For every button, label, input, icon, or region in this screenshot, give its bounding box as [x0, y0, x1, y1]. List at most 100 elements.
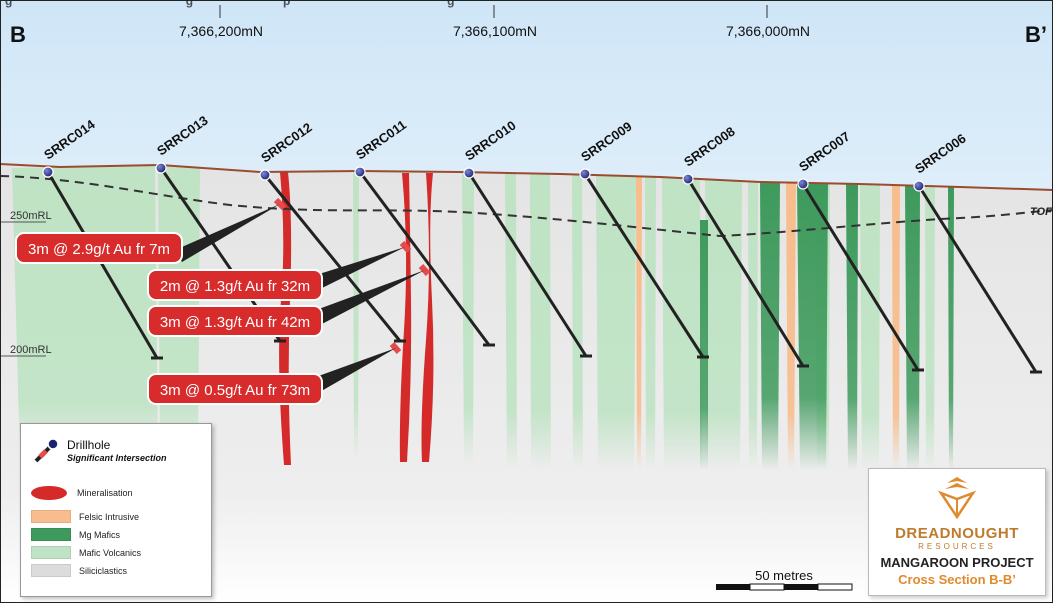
- legend-label: Siliciclastics: [79, 565, 128, 576]
- rl-label: 250mRL: [10, 210, 52, 222]
- tofi-label: TOFI: [1030, 206, 1053, 218]
- northing-label: 7,366,000mN: [726, 23, 810, 39]
- project-name: MANGAROON PROJECT: [880, 555, 1034, 570]
- legend: Drillhole Significant Intersection Miner…: [20, 423, 212, 597]
- drillhole-collar: [579, 168, 591, 180]
- intersection-callout-box: [147, 305, 323, 337]
- northing-ticks: [219, 5, 768, 18]
- felsic-intrusive-unit: [636, 177, 642, 470]
- mineralisation-zone: [399, 173, 412, 462]
- felsic-intrusive-unit: [786, 182, 796, 470]
- mafic-volcanics-swatch: [31, 546, 71, 559]
- legend-row-siliciclastics: Siliciclastics: [31, 564, 127, 577]
- scale-bar-label: 50 metres: [755, 568, 813, 583]
- legend-row-mafic-volcanics: Mafic Volcanics: [31, 546, 141, 559]
- legend-label: Mg Mafics: [79, 529, 121, 540]
- mg-mafics-unit: [846, 184, 858, 470]
- scale-bar-segment: [784, 584, 818, 590]
- intersection-mark: [389, 342, 402, 354]
- callout-leader: [175, 204, 280, 262]
- mafic-volcanics-unit: [572, 175, 583, 470]
- drillhole-collar: [259, 169, 271, 181]
- drillhole-trace: [263, 174, 402, 342]
- drillhole-collars: [42, 162, 925, 192]
- drillhole-trace: [583, 173, 705, 358]
- section-start-label: B: [10, 22, 26, 47]
- section-name: Cross Section B-B’: [898, 572, 1016, 587]
- mafic-volcanics-unit: [748, 181, 758, 470]
- intersection-callout-text: 3m @ 0.5g/t Au fr 73m: [160, 382, 310, 399]
- callout-leaders: [175, 204, 425, 393]
- rl-label: 200mRL: [10, 344, 52, 356]
- drillhole-collar: [463, 167, 475, 179]
- scale-bar-segment: [749, 583, 785, 591]
- legend-label: Felsic Intrusive: [79, 511, 140, 522]
- mg-mafics-unit: [760, 181, 780, 470]
- top-caption-fragment: g g p g: [5, 0, 454, 8]
- legend-row-felsic: Felsic Intrusive: [31, 510, 139, 523]
- mafic-volcanics-unit: [705, 179, 742, 470]
- intersection-mark: [418, 264, 431, 276]
- legend-label: Mineralisation: [77, 488, 133, 498]
- mineralisation-swatch: [31, 486, 67, 500]
- drillhole-trace: [358, 171, 491, 346]
- mafic-volcanics-unit: [505, 174, 517, 470]
- felsic-intrusive-unit: [892, 185, 900, 470]
- drillhole-collar: [913, 180, 925, 192]
- callout-leader: [313, 348, 396, 393]
- scale-bar: 50 metres: [716, 568, 853, 591]
- northing-label: 7,366,100mN: [453, 23, 537, 39]
- company-subname: RESOURCES: [918, 542, 996, 551]
- legend-drillhole-subtitle: Significant Intersection: [67, 453, 167, 463]
- legend-drillhole-title: Drillhole: [67, 438, 111, 452]
- legend-row-mg-mafics: Mg Mafics: [31, 528, 120, 541]
- intersection-callout-text: 3m @ 1.3g/t Au fr 42m: [160, 314, 310, 331]
- mafic-volcanics-unit: [353, 172, 359, 460]
- drillhole-trace: [46, 171, 159, 359]
- mg-mafics-unit: [905, 186, 920, 470]
- dreadnought-logo-icon: [937, 477, 977, 519]
- drillhole-trace: [801, 183, 920, 371]
- intersection-callouts: 3m @ 2.9g/t Au fr 7m 2m @ 1.3g/t Au fr 3…: [15, 232, 323, 405]
- drillhole-trace: [467, 172, 588, 357]
- mafic-volcanics-unit: [925, 186, 935, 470]
- siliciclastics-swatch: [31, 564, 71, 577]
- drillhole-legend-icon: [34, 438, 59, 463]
- intersection-callout-box: [147, 269, 323, 301]
- northing-label: 7,366,200mN: [179, 23, 263, 39]
- section-end-label: B’: [1025, 22, 1047, 47]
- scale-bar-segment: [716, 584, 750, 590]
- topographic-surface: [0, 163, 1053, 191]
- mafic-volcanics-unit: [645, 177, 656, 470]
- scale-bar-segment: [817, 583, 853, 591]
- title-block: DREADNOUGHT RESOURCES MANGAROON PROJECT …: [868, 468, 1046, 596]
- mg-mafics-unit: [797, 182, 828, 470]
- drillhole-collar: [797, 178, 809, 190]
- mg-mafics-unit: [700, 220, 708, 470]
- drillhole-trace: [686, 178, 805, 367]
- mafic-volcanics-unit: [530, 174, 551, 470]
- callout-leader: [316, 270, 425, 325]
- legend-row-mineralisation: Mineralisation: [31, 486, 133, 500]
- mafic-volcanics-unit: [596, 176, 636, 470]
- drillhole-collar: [682, 173, 694, 185]
- callout-leader: [316, 247, 405, 290]
- company-name: DREADNOUGHT: [895, 525, 1019, 542]
- mineralisation-zone: [421, 173, 434, 462]
- mg-mafics-unit: [948, 187, 954, 470]
- drillhole-collar: [354, 166, 366, 178]
- weathering-boundary-line: [0, 175, 1053, 238]
- drillhole-collar: [155, 162, 167, 174]
- felsic-swatch: [31, 510, 71, 523]
- intersection-mark: [399, 241, 412, 253]
- drillhole-collar: [42, 166, 54, 178]
- intersection-callout-box: [15, 232, 183, 264]
- intersection-callout-text: 2m @ 1.3g/t Au fr 32m: [160, 278, 310, 295]
- mafic-volcanics-unit: [860, 184, 880, 470]
- intersection-callout-text: 3m @ 2.9g/t Au fr 7m: [28, 241, 170, 258]
- mg-mafics-swatch: [31, 528, 71, 541]
- intersection-callout-box: [147, 373, 323, 405]
- drillhole-trace: [917, 185, 1038, 373]
